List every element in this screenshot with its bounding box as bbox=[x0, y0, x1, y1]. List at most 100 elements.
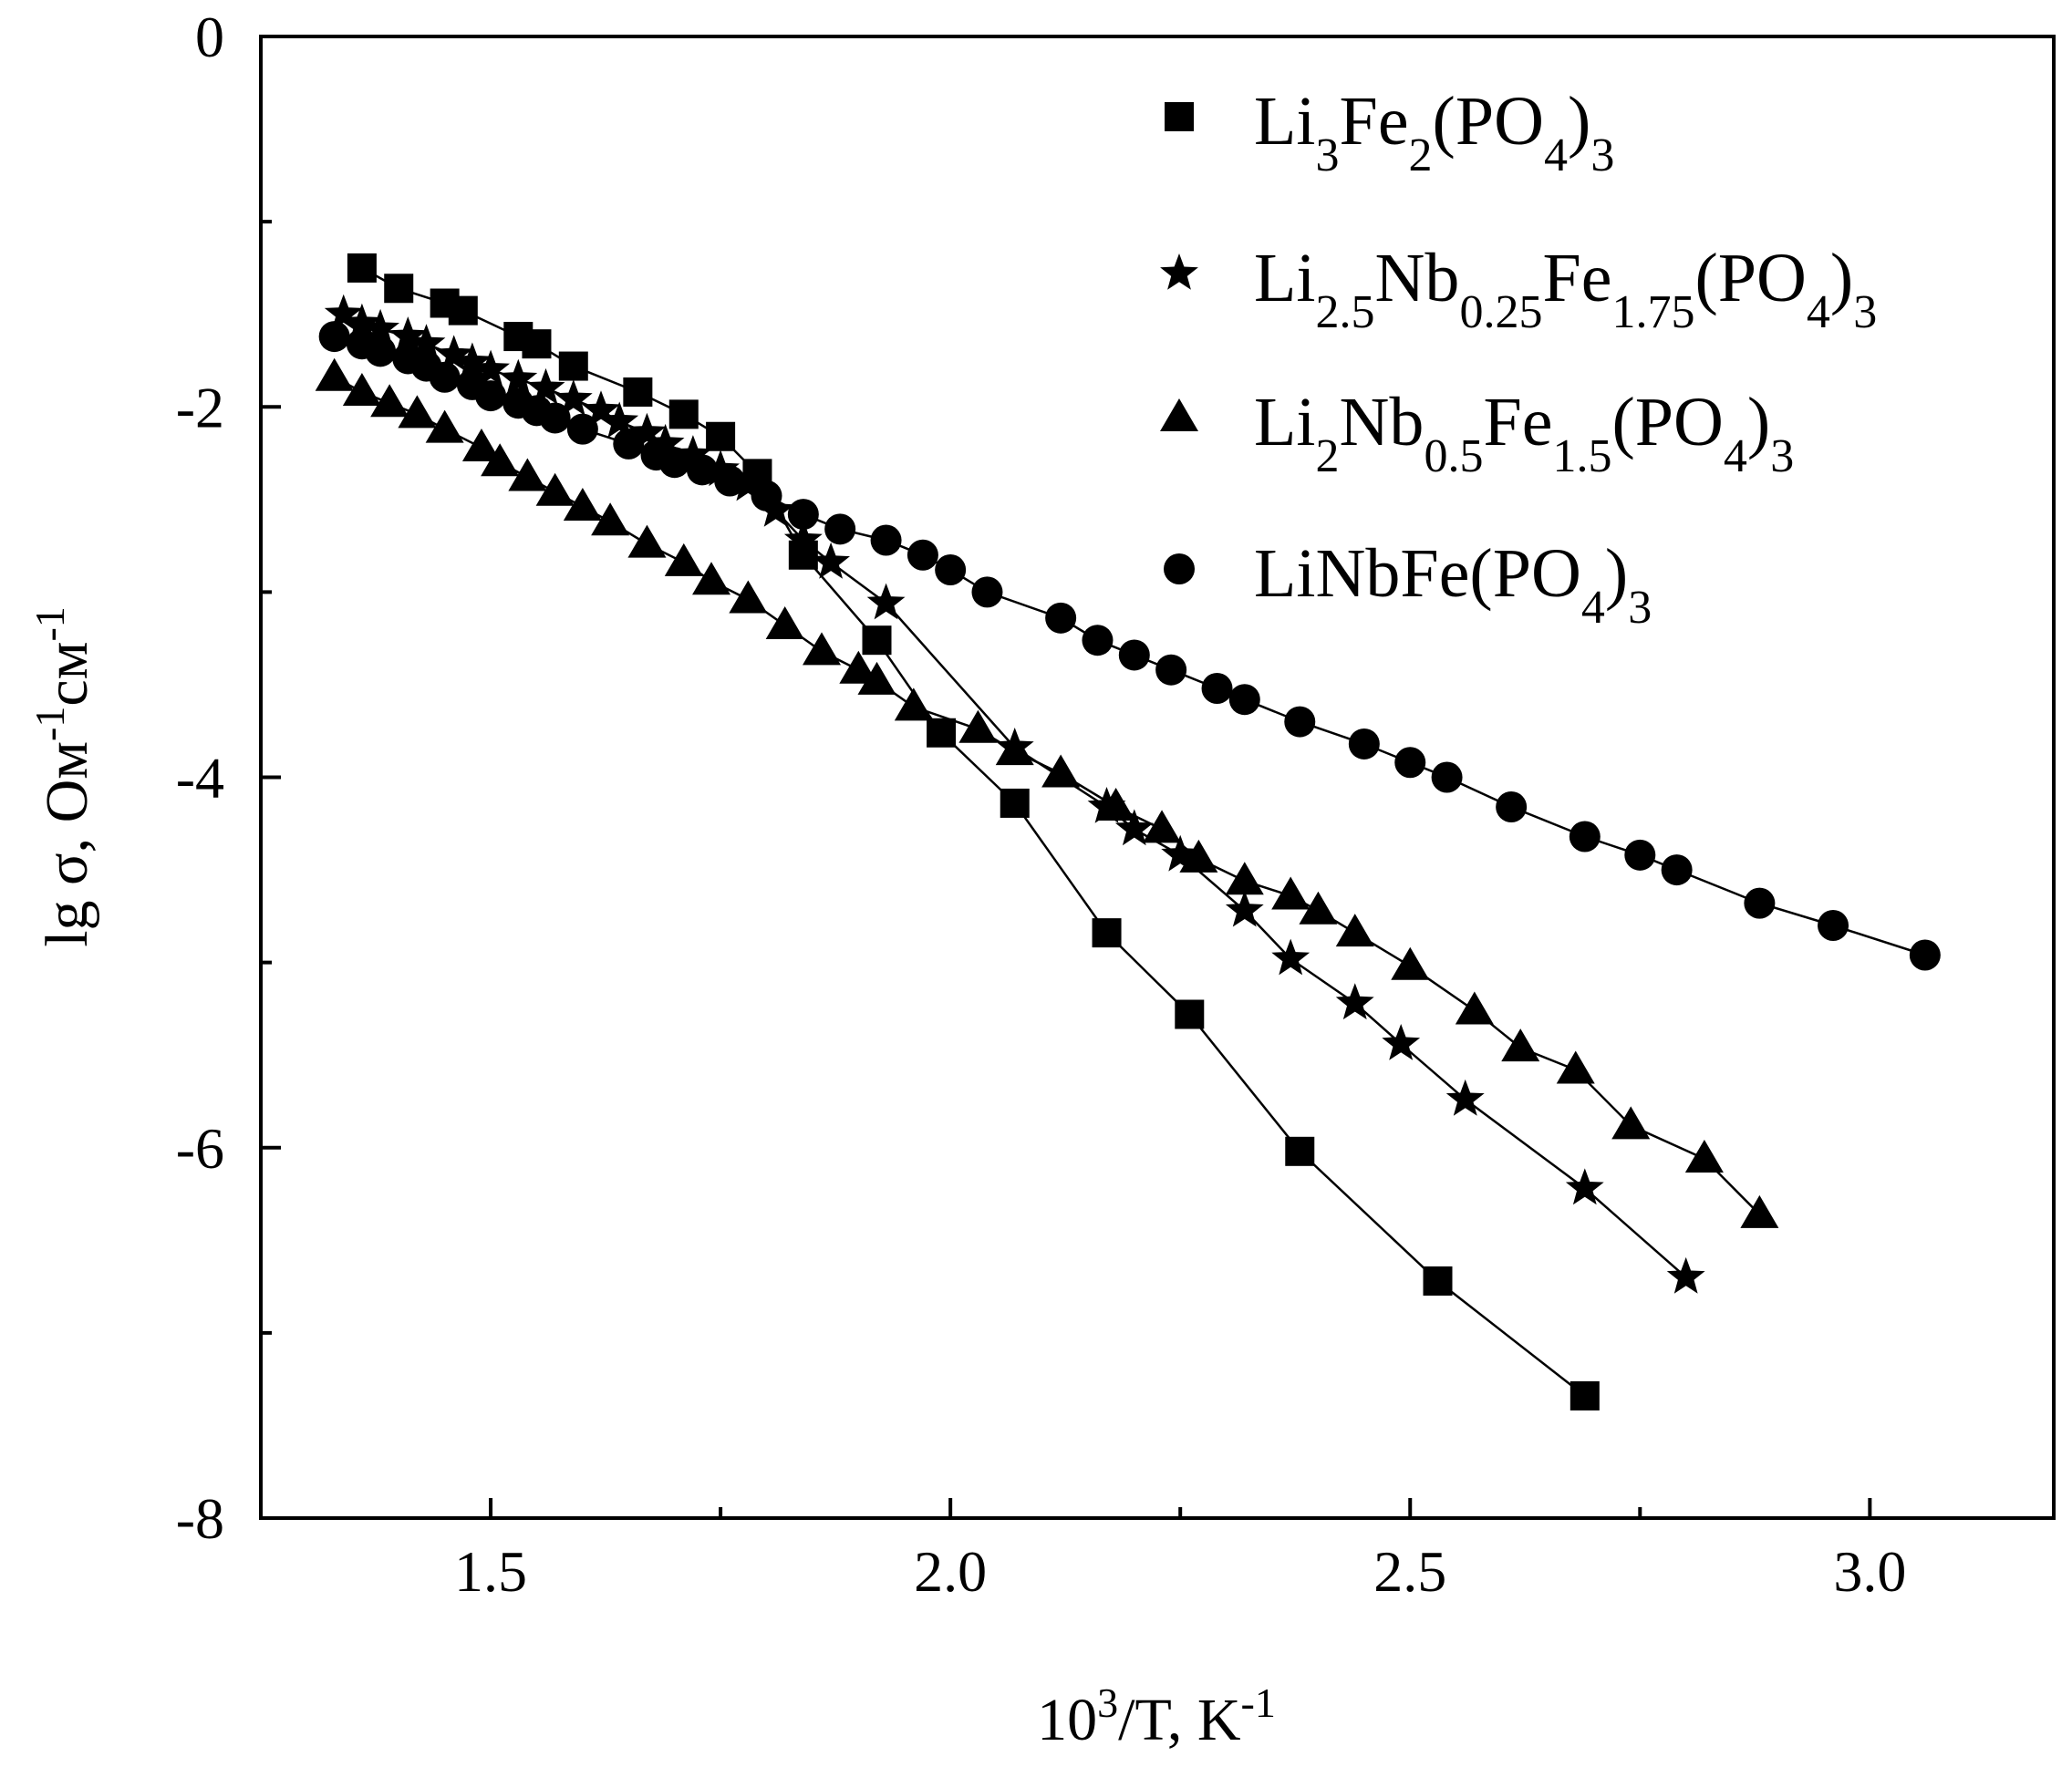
data-point bbox=[1161, 834, 1200, 872]
legend-item: LiNbFe(PO4)3 bbox=[1164, 535, 1652, 634]
data-point bbox=[318, 321, 350, 353]
data-point bbox=[566, 413, 598, 445]
x-tick-label: 2.5 bbox=[1373, 1539, 1446, 1604]
data-point bbox=[1445, 1079, 1485, 1116]
data-point bbox=[1082, 625, 1114, 656]
data-point bbox=[1624, 839, 1656, 871]
series-layer bbox=[315, 253, 1941, 1410]
data-point bbox=[971, 576, 1003, 608]
data-point bbox=[1391, 946, 1430, 980]
data-point bbox=[499, 358, 538, 396]
legend-label: LiNbFe(PO4)3 bbox=[1254, 535, 1652, 634]
data-point bbox=[706, 421, 736, 451]
data-point bbox=[384, 274, 414, 304]
data-point bbox=[1225, 890, 1264, 927]
data-point bbox=[407, 324, 446, 360]
data-point bbox=[453, 342, 492, 379]
data-point bbox=[658, 447, 690, 479]
data-point bbox=[481, 443, 520, 477]
data-point bbox=[1565, 1168, 1604, 1205]
data-point bbox=[365, 336, 397, 367]
legend-marker bbox=[1160, 253, 1198, 290]
y-tick-label: 0 bbox=[195, 5, 224, 69]
series-circle bbox=[318, 321, 1941, 971]
y-tick-label: -4 bbox=[176, 746, 224, 811]
data-point bbox=[370, 384, 409, 418]
data-point bbox=[668, 399, 699, 429]
data-point bbox=[1431, 761, 1463, 793]
data-point bbox=[315, 357, 354, 391]
data-point bbox=[958, 709, 998, 743]
data-point bbox=[1611, 1106, 1651, 1140]
data-point bbox=[1501, 1028, 1540, 1062]
data-point bbox=[1143, 810, 1182, 843]
data-point bbox=[623, 377, 653, 407]
data-point bbox=[563, 487, 602, 521]
data-point bbox=[1271, 876, 1311, 910]
data-point bbox=[1155, 654, 1187, 686]
data-point bbox=[429, 361, 461, 393]
legend: Li3Fe2(PO4)3 Li2.5Nb0.25Fe1.75(PO4)3 Li2Nb… bbox=[1160, 83, 1877, 634]
legend-item: Li2Nb0.5Fe1.5(PO4)3 bbox=[1160, 384, 1794, 482]
data-point bbox=[324, 294, 363, 331]
data-point bbox=[714, 465, 746, 497]
data-point bbox=[582, 390, 620, 428]
legend-item: Li3Fe2(PO4)3 bbox=[1165, 83, 1614, 181]
data-point bbox=[535, 472, 575, 506]
data-point bbox=[1118, 639, 1150, 671]
data-point bbox=[692, 562, 731, 595]
data-point bbox=[686, 454, 718, 486]
data-point bbox=[1455, 991, 1494, 1025]
data-point bbox=[475, 380, 507, 412]
data-point bbox=[508, 458, 547, 491]
data-point bbox=[1041, 754, 1081, 788]
data-point bbox=[1284, 706, 1316, 738]
data-point bbox=[522, 329, 552, 359]
legend-label: Li2.5Nb0.25Fe1.75(PO4)3 bbox=[1254, 240, 1877, 338]
data-point bbox=[751, 480, 782, 512]
y-axis-title: lg σ, Ом-1см-1 bbox=[26, 606, 101, 947]
data-point bbox=[347, 253, 377, 283]
data-point bbox=[839, 650, 878, 684]
x-tick-label: 1.5 bbox=[454, 1539, 527, 1604]
data-point bbox=[1335, 914, 1374, 947]
y-tick-label: -8 bbox=[176, 1486, 224, 1551]
legend-label: Li2Nb0.5Fe1.5(PO4)3 bbox=[1254, 384, 1794, 482]
data-point bbox=[1285, 1136, 1315, 1166]
axis-ticks: 1.5 2.0 2.5 3.0 0 -2 -4 -6 -8 bbox=[176, 5, 1907, 1604]
data-point bbox=[1666, 1256, 1705, 1294]
data-point bbox=[1661, 854, 1693, 886]
y-tick-label: -6 bbox=[176, 1116, 224, 1181]
x-axis-title: 103/T, K-1 bbox=[1037, 1679, 1276, 1754]
data-point bbox=[673, 435, 712, 471]
data-point bbox=[1000, 788, 1030, 818]
data-point bbox=[857, 661, 896, 695]
data-point bbox=[448, 295, 478, 326]
data-point bbox=[1271, 938, 1311, 976]
data-point bbox=[1175, 999, 1205, 1029]
data-point bbox=[425, 409, 464, 443]
data-point bbox=[1225, 862, 1264, 895]
data-point bbox=[471, 349, 510, 387]
data-point bbox=[935, 554, 967, 585]
data-point bbox=[613, 428, 645, 460]
data-point bbox=[398, 395, 437, 429]
data-point bbox=[862, 625, 892, 656]
data-point bbox=[1496, 791, 1528, 822]
data-point bbox=[1348, 728, 1380, 760]
data-point bbox=[1570, 1380, 1600, 1410]
data-point bbox=[1096, 788, 1135, 821]
data-point bbox=[1744, 887, 1776, 919]
data-point bbox=[894, 687, 933, 721]
data-point bbox=[1179, 839, 1218, 873]
x-tick-label: 3.0 bbox=[1833, 1539, 1906, 1604]
data-point bbox=[1556, 1050, 1595, 1084]
data-point bbox=[591, 502, 630, 536]
data-point bbox=[646, 423, 685, 460]
data-point bbox=[927, 718, 957, 748]
legend-marker bbox=[1160, 398, 1198, 431]
x-tick-label: 2.0 bbox=[914, 1539, 987, 1604]
data-point bbox=[361, 308, 399, 346]
data-point bbox=[664, 542, 703, 576]
